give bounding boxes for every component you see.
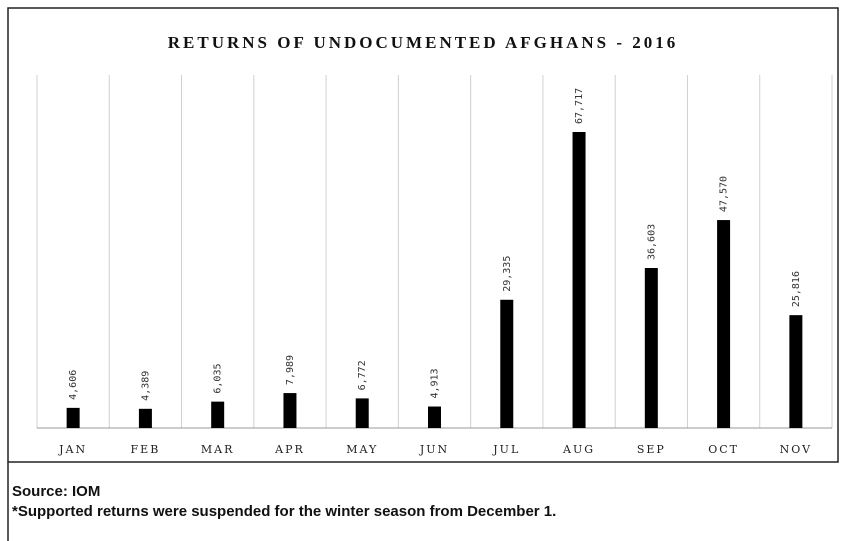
bar: [283, 393, 297, 428]
x-tick-label: JUN: [419, 443, 449, 456]
value-label: 25,816: [791, 271, 802, 307]
x-tick-label: FEB: [131, 443, 161, 456]
value-label: 4,913: [430, 368, 441, 398]
value-label: 36,603: [646, 224, 657, 260]
bar: [644, 268, 658, 428]
value-label: 67,717: [574, 88, 585, 124]
x-tick-label: OCT: [708, 443, 739, 456]
x-tick-label: JUL: [492, 443, 520, 456]
bar: [138, 408, 152, 428]
footnote: *Supported returns were suspended for th…: [12, 503, 557, 520]
bar: [572, 132, 586, 428]
value-label: 6,035: [213, 364, 224, 394]
bar: [789, 315, 803, 428]
chart-frame: [7, 7, 839, 463]
chart-title: RETURNS OF UNDOCUMENTED AFGHANS - 2016: [168, 33, 679, 52]
x-tick-label: APR: [274, 443, 305, 456]
value-label: 7,989: [285, 355, 296, 385]
x-tick-label: MAR: [201, 443, 235, 456]
value-label: 4,389: [140, 371, 151, 401]
bar: [355, 398, 369, 428]
bar: [211, 401, 225, 428]
bar: [717, 220, 731, 428]
x-tick-label: MAY: [346, 443, 378, 456]
value-label: 4,606: [68, 370, 79, 400]
x-tick-label: SEP: [637, 443, 666, 456]
bar: [500, 299, 514, 428]
value-label: 29,335: [502, 256, 513, 292]
value-label: 6,772: [357, 360, 368, 390]
bar: [66, 407, 80, 428]
x-tick-label: NOV: [780, 443, 812, 456]
bar: [428, 406, 441, 428]
source: Source: IOM: [12, 483, 101, 500]
x-tick-label: AUG: [562, 443, 595, 456]
x-tick-label: JAN: [58, 443, 87, 456]
value-label: 47,570: [719, 176, 730, 212]
